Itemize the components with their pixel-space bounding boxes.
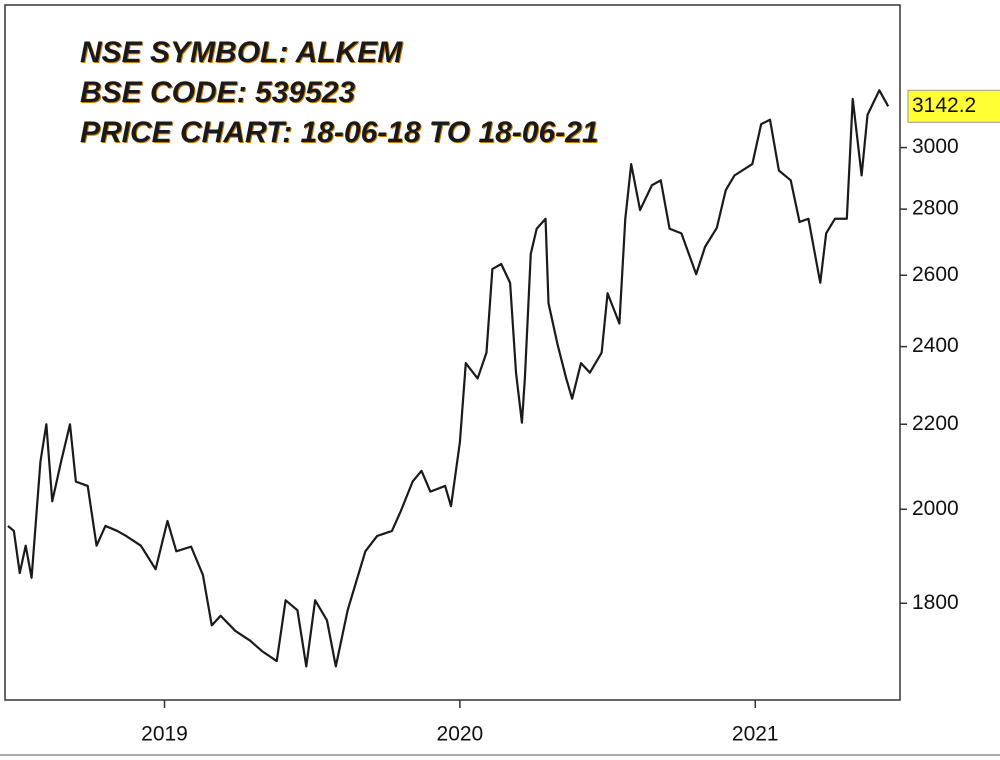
price-line — [7, 89, 890, 668]
last-price-box — [907, 89, 1000, 123]
y-tick-label: 2200 — [912, 412, 959, 435]
y-tick-label: 3000 — [912, 135, 959, 158]
y-tick-label: 2600 — [912, 263, 959, 286]
y-tick-label: 2000 — [912, 497, 959, 520]
y-tick-label: 1800 — [912, 591, 959, 614]
plot-frame — [4, 4, 901, 701]
y-tick-label: 2800 — [912, 197, 959, 220]
x-tick-label: 2021 — [732, 723, 779, 746]
x-tick-label: 2020 — [437, 723, 484, 746]
title-line: NSE SYMBOL: ALKEM — [80, 36, 403, 69]
last-price-label: 3142.2 — [912, 94, 976, 117]
title-line: BSE CODE: 539523 — [80, 76, 355, 109]
title-line: PRICE CHART: 18-06-18 TO 18-06-21 — [80, 116, 599, 149]
x-tick-label: 2019 — [141, 723, 188, 746]
y-tick-label: 2400 — [912, 334, 959, 357]
